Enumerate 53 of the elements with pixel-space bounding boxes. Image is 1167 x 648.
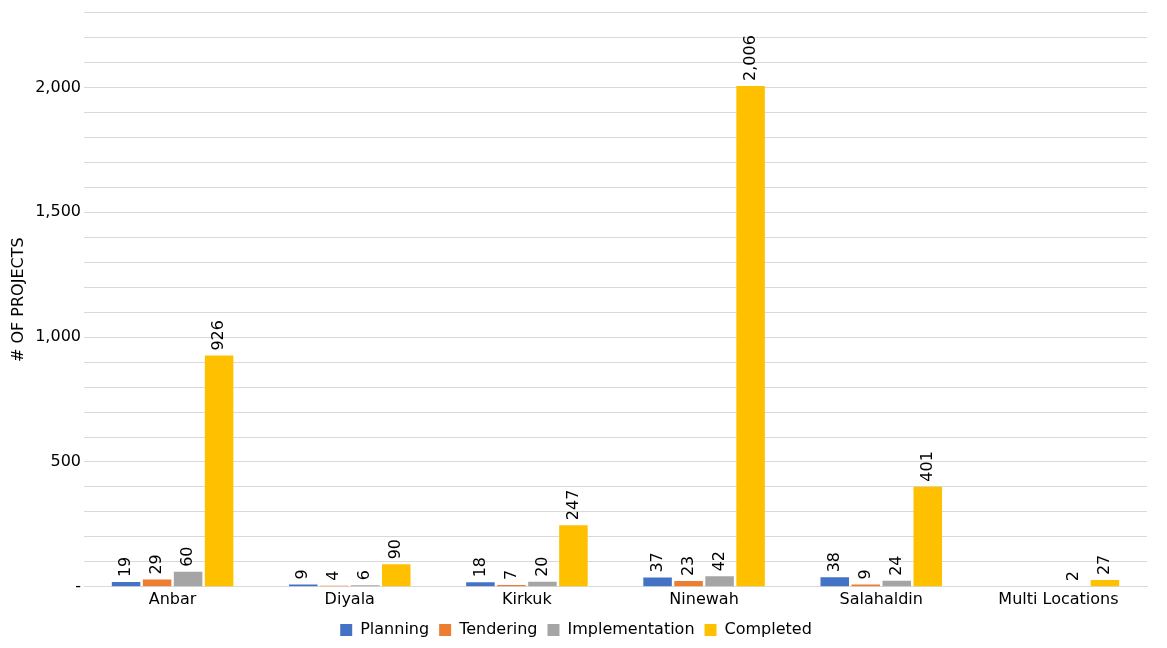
data-label: 19 — [115, 556, 135, 578]
data-label: 60 — [177, 546, 197, 567]
data-label: 18 — [469, 556, 489, 578]
bar — [111, 582, 141, 587]
data-label: 42 — [708, 550, 728, 572]
y-axis-title: # OF PROJECTS — [7, 237, 27, 363]
y-tick-label: 2,000 — [35, 76, 81, 96]
data-label: 24 — [885, 555, 905, 576]
bar — [882, 580, 912, 587]
x-tick-label: Salahaldin — [839, 588, 923, 608]
data-label: 7 — [500, 569, 520, 581]
data-label: 4 — [323, 570, 343, 581]
y-tick-label: - — [75, 575, 81, 595]
x-tick-label: Multi Locations — [998, 588, 1119, 608]
legend-label: Planning — [360, 619, 430, 639]
bar — [1090, 580, 1120, 587]
bar — [559, 525, 588, 587]
data-label: 23 — [677, 555, 697, 577]
x-tick-label: Ninewah — [669, 588, 739, 608]
x-tick-label: Diyala — [324, 588, 375, 608]
data-label: 27 — [1094, 554, 1114, 576]
y-tick-label: 500 — [50, 451, 81, 471]
x-tick-label: Kirkuk — [502, 588, 553, 608]
bar — [913, 486, 943, 587]
data-label: 37 — [646, 552, 666, 573]
y-tick-label: 1,000 — [35, 326, 81, 346]
data-label: 401 — [916, 451, 936, 482]
data-label: 29 — [146, 554, 166, 575]
legend-label: Completed — [724, 619, 812, 639]
bar — [173, 571, 203, 587]
bar — [820, 577, 850, 587]
data-label: 2,006 — [739, 35, 759, 81]
data-label: 9 — [292, 569, 312, 580]
bar — [643, 577, 672, 587]
data-label: 9 — [854, 569, 874, 580]
data-label: 38 — [823, 551, 843, 573]
bar — [204, 355, 234, 587]
data-label: 20 — [531, 556, 551, 577]
data-label: 90 — [385, 538, 405, 560]
bar — [736, 86, 765, 587]
data-label: 926 — [208, 320, 228, 351]
x-tick-label: Anbar — [148, 588, 197, 608]
y-tick-label: 1,500 — [35, 201, 81, 221]
data-label: 247 — [562, 489, 582, 521]
bar — [528, 581, 557, 587]
bar — [705, 576, 734, 587]
data-label: 2 — [1063, 571, 1083, 582]
legend-label: Implementation — [567, 619, 695, 639]
bar — [674, 581, 703, 587]
bar — [466, 582, 495, 587]
bar — [382, 564, 411, 587]
data-label: 6 — [354, 570, 374, 581]
legend-label: Tendering — [458, 619, 538, 639]
